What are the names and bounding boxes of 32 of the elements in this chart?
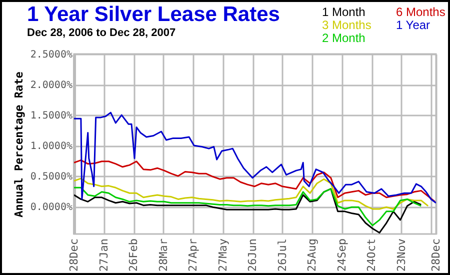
- x-tick-label: 27Jan: [97, 238, 110, 272]
- x-tick-label: 26Feb: [127, 238, 140, 272]
- line-series: [74, 188, 422, 234]
- text: 2 Month: [322, 31, 366, 45]
- y-tick-label: 2.5000%: [30, 50, 72, 60]
- x-tick-label: 27Apr: [186, 238, 200, 272]
- y-tick-label: 1.0000%: [30, 141, 72, 152]
- chart-title: 1 Year Silver Lease Rates: [27, 3, 280, 26]
- x-tick-label: 27May: [216, 238, 230, 272]
- chart-subtitle: Dec 28, 2006 to Dec 28, 2007: [27, 27, 176, 39]
- x-tick-label: 26Jun: [246, 238, 260, 272]
- y-tick-label: 2.0000%: [30, 80, 72, 92]
- y-axis-title: Annual Percentage Rate: [12, 71, 26, 218]
- line-series: [74, 159, 436, 202]
- y-tick-label: 0.5000%: [30, 172, 72, 183]
- x-tick-label: 28Dec: [68, 238, 80, 272]
- y-tick-label: 1.5000%: [30, 110, 72, 122]
- x-tick-label: 26Jul: [276, 238, 289, 272]
- line-series: [74, 178, 429, 210]
- x-tick-label: 24Oct: [365, 238, 378, 272]
- line-series: [74, 112, 436, 204]
- y-tick-label: 0.0000%: [30, 202, 72, 214]
- x-tick-label: 25Aug: [306, 238, 319, 272]
- x-tick-label: 24Sep: [335, 238, 348, 272]
- x-tick-label: 28Mar: [156, 238, 170, 272]
- text: 1 Year: [396, 18, 430, 32]
- x-tick-label: 28Dec: [430, 238, 442, 272]
- text: 1 Month: [322, 5, 366, 19]
- x-tick-label: 23Nov: [394, 238, 408, 272]
- text: 6 Months: [396, 5, 446, 19]
- line-series: [74, 186, 422, 226]
- text: 3 Months: [322, 18, 372, 32]
